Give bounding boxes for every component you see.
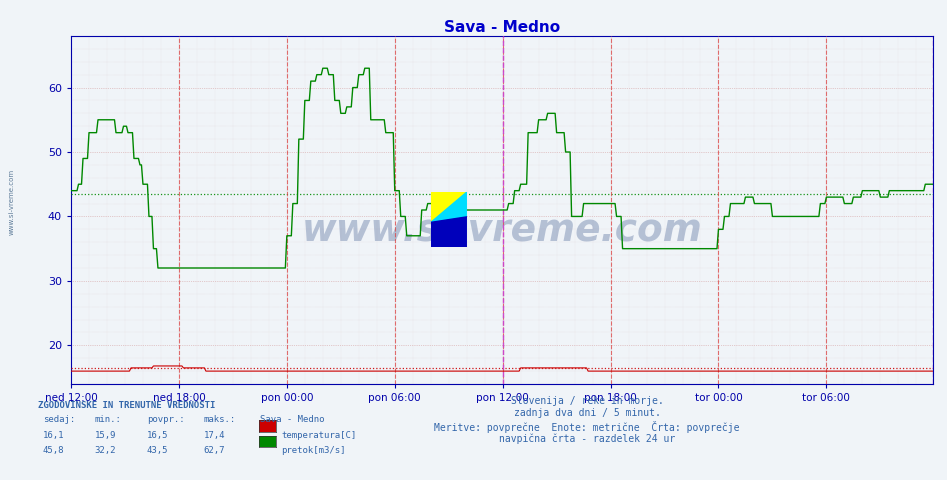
Text: 16,5: 16,5 xyxy=(147,431,169,440)
Text: povpr.:: povpr.: xyxy=(147,415,185,424)
Text: min.:: min.: xyxy=(95,415,121,424)
Text: www.si-vreme.com: www.si-vreme.com xyxy=(301,213,703,249)
Text: sedaj:: sedaj: xyxy=(43,415,75,424)
Text: Slovenija / reke in morje.: Slovenija / reke in morje. xyxy=(510,396,664,406)
Text: Meritve: povprečne  Enote: metrične  Črta: povprečje: Meritve: povprečne Enote: metrične Črta:… xyxy=(435,421,740,433)
Text: ZGODOVINSKE IN TRENUTNE VREDNOSTI: ZGODOVINSKE IN TRENUTNE VREDNOSTI xyxy=(38,401,215,410)
Text: pretok[m3/s]: pretok[m3/s] xyxy=(281,446,346,455)
Text: 62,7: 62,7 xyxy=(204,446,225,455)
Text: 15,9: 15,9 xyxy=(95,431,116,440)
Text: Sava - Medno: Sava - Medno xyxy=(260,415,325,424)
Text: 32,2: 32,2 xyxy=(95,446,116,455)
Text: 45,8: 45,8 xyxy=(43,446,64,455)
Title: Sava - Medno: Sava - Medno xyxy=(444,20,560,35)
Text: zadnja dva dni / 5 minut.: zadnja dva dni / 5 minut. xyxy=(513,408,661,419)
Text: 16,1: 16,1 xyxy=(43,431,64,440)
Text: temperatura[C]: temperatura[C] xyxy=(281,431,356,440)
Polygon shape xyxy=(431,192,467,222)
Text: www.si-vreme.com: www.si-vreme.com xyxy=(9,168,14,235)
Polygon shape xyxy=(431,217,467,247)
Text: navpična črta - razdelek 24 ur: navpična črta - razdelek 24 ur xyxy=(499,433,675,444)
Text: 43,5: 43,5 xyxy=(147,446,169,455)
Text: maks.:: maks.: xyxy=(204,415,236,424)
Text: 17,4: 17,4 xyxy=(204,431,225,440)
Polygon shape xyxy=(431,192,467,222)
